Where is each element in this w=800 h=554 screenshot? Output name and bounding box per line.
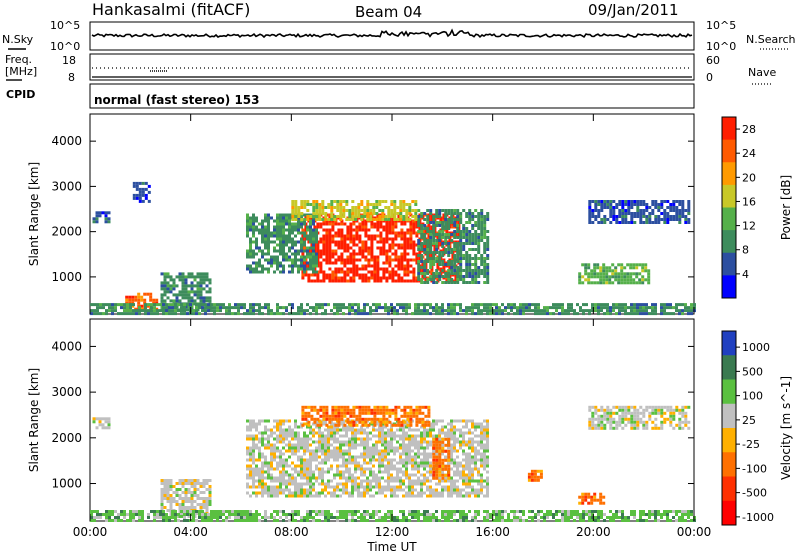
colorbar-segment [722, 117, 736, 141]
y-tick-label: 1000 [51, 270, 82, 284]
data-region [588, 405, 691, 430]
y-tick-label: 3000 [51, 385, 82, 399]
noise-strip-frame [89, 21, 695, 51]
noise-right-tick-high: 10^5 [706, 19, 736, 32]
colorbar-segment [722, 428, 736, 453]
nsky-label: N.Sky [2, 33, 34, 46]
data-region [246, 213, 318, 274]
x-tick-label: 16:00 [475, 525, 510, 539]
colorbar-tick-label: 1000 [742, 341, 770, 354]
x-tick-label: 20:00 [576, 525, 611, 539]
colorbar: 1000 500 100 25 -25 -100 -500 -1000 Velocity [m … [721, 330, 793, 526]
colorbar-segment [722, 252, 736, 276]
y-tick-label: 3000 [51, 179, 82, 193]
y-tick-label: 4000 [51, 134, 82, 148]
colorbar-segment [722, 230, 736, 254]
x-tick-label: 00:00 [677, 525, 712, 539]
freq-unit-label: [MHz] [5, 65, 37, 78]
colorbar-segment [722, 331, 736, 356]
colorbar-segment [722, 184, 736, 208]
y-tick-label: 4000 [51, 339, 82, 353]
cpid-label: CPID [6, 88, 35, 101]
colorbar-tick-label: 28 [742, 123, 756, 136]
noise-left-tick-low: 10^0 [50, 40, 80, 53]
data-region [132, 181, 151, 203]
y-axis-label: Slant Range [km] [27, 368, 41, 472]
y-axis-label: Slant Range [km] [27, 162, 41, 266]
x-tick-label: 12:00 [375, 525, 410, 539]
station-title: Hankasalmi (fitACF) [92, 0, 250, 19]
cpid-text: normal (fast stereo) 153 [94, 93, 260, 107]
data-region [291, 200, 418, 221]
colorbar-segment [722, 355, 736, 380]
colorbar-tick-label: 500 [742, 365, 763, 378]
nsearch-label: N.Search [746, 33, 796, 46]
data-region [90, 510, 696, 522]
colorbar-segment [722, 476, 736, 502]
colorbar-tick-label: 16 [742, 195, 756, 208]
noise-left-tick-high: 10^5 [50, 19, 80, 32]
colorbar-segment [722, 403, 736, 429]
colorbar-tick-label: -1000 [742, 511, 774, 524]
noise-right-tick-low: 10^0 [706, 40, 736, 53]
data-region [578, 492, 606, 505]
data-region [92, 417, 111, 430]
y-tick-label: 2000 [51, 431, 82, 445]
colorbar: 4 8 12 16 20 24 28 Power [dB] [721, 116, 793, 299]
colorbar-segment [722, 275, 736, 299]
colorbar-tick-label: -100 [742, 462, 767, 475]
beam-label: Beam 04 [355, 3, 422, 21]
y-tick-label: 1000 [51, 477, 82, 491]
y-tick-label: 2000 [51, 225, 82, 239]
colorbar-label: Velocity [m s^-1] [779, 376, 793, 480]
colorbar-tick-label: 24 [742, 147, 756, 160]
data-region [417, 209, 490, 284]
colorbar-frame [721, 330, 737, 526]
data-region [578, 263, 651, 285]
freq-tick-high: 18 [62, 54, 76, 67]
x-axis-label: Time UT [366, 540, 417, 554]
data-region [301, 405, 431, 427]
cpid-strip-frame [89, 83, 695, 109]
colorbar-segment [722, 452, 736, 477]
power-panel: 1000 2000 3000 4000 Slant Range [km] 4 8 12 16 20… [27, 113, 793, 316]
colorbar-tick-label: 12 [742, 220, 756, 233]
nave-tick-high: 60 [706, 54, 720, 67]
data-region [432, 437, 451, 480]
data-region [92, 211, 111, 224]
colorbar-tick-label: 8 [742, 244, 749, 257]
velocity-panel: 1000 2000 3000 4000 00:00 04:00 08:00 12:00 16:0… [27, 318, 793, 554]
noise-trace [91, 28, 693, 39]
data-region [90, 303, 696, 316]
freq-label: Freq. [5, 53, 32, 66]
colorbar-tick-label: -500 [742, 487, 767, 500]
colorbar-segment [722, 139, 736, 163]
colorbar-tick-label: 20 [742, 171, 756, 184]
colorbar-tick-label: 100 [742, 390, 763, 403]
colorbar-segment [722, 207, 736, 231]
nave-label: Nave [748, 66, 776, 79]
colorbar-tick-label: -25 [742, 438, 760, 451]
x-tick-label: 04:00 [173, 525, 208, 539]
date-label: 09/Jan/2011 [588, 1, 679, 19]
freq-tick-low: 8 [68, 71, 75, 84]
colorbar-label: Power [dB] [779, 175, 793, 240]
colorbar-frame [721, 116, 737, 299]
colorbar-segment [722, 379, 736, 405]
nave-tick-low: 0 [706, 71, 713, 84]
x-tick-label: 00:00 [73, 525, 108, 539]
colorbar-tick-label: 25 [742, 414, 756, 427]
freq-strip-frame [89, 53, 695, 81]
colorbar-tick-label: 4 [742, 268, 749, 281]
data-region [527, 469, 543, 482]
x-tick-label: 08:00 [274, 525, 309, 539]
colorbar-segment [722, 500, 736, 526]
data-region [588, 200, 691, 224]
colorbar-segment [722, 162, 736, 186]
